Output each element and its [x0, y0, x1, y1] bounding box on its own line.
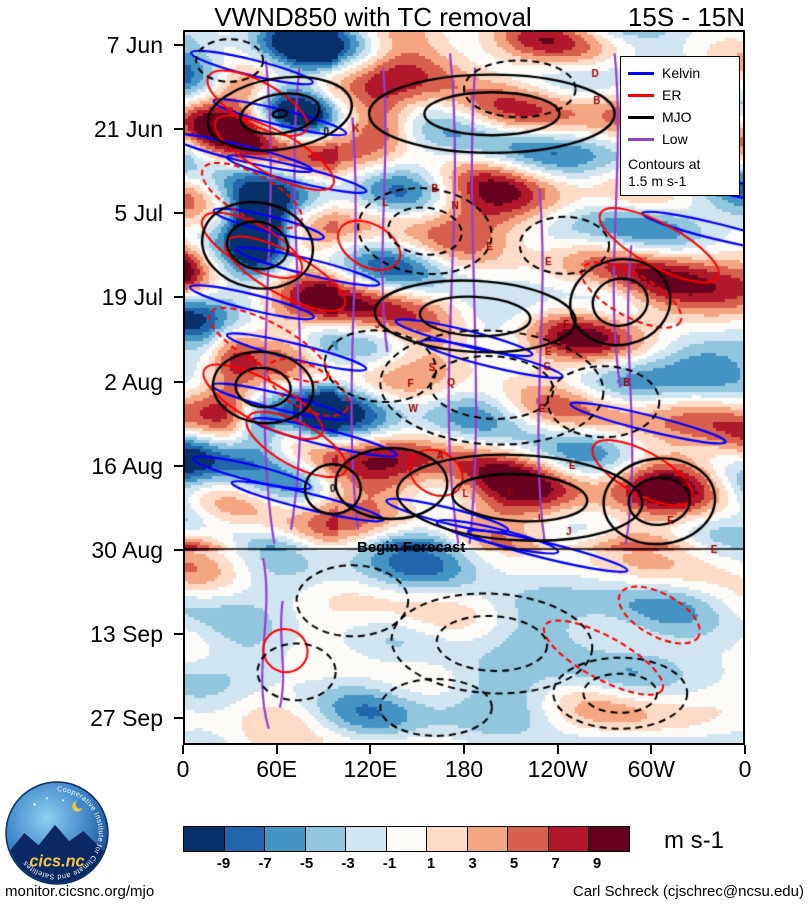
- y-axis-label: 21 Jun: [93, 116, 163, 143]
- contour-note-line1: Contours at: [628, 156, 701, 172]
- colorbar-segment: [264, 826, 306, 852]
- legend-entry-kelvin: Kelvin: [628, 62, 732, 84]
- x-axis-tick: [744, 745, 746, 754]
- y-axis-tick: [174, 717, 183, 719]
- colorbar-tick-label: 1: [426, 855, 436, 872]
- er-line-sample: [628, 93, 654, 97]
- legend-entry-mjo: MJO: [628, 106, 732, 128]
- colorbar: [183, 826, 630, 852]
- x-axis-tick: [369, 745, 372, 754]
- x-axis-tick: [275, 745, 278, 754]
- y-axis-tick: [174, 548, 183, 551]
- colorbar-segment: [466, 826, 508, 852]
- y-axis-label: 30 Aug: [91, 536, 163, 563]
- logo-star-icon: [33, 803, 36, 806]
- logo-wordmark: cics.nc: [29, 853, 84, 871]
- begin-forecast-label: Begin Forecast: [357, 539, 466, 556]
- legend-label: ER: [662, 87, 682, 103]
- y-axis-label: 2 Aug: [104, 368, 163, 395]
- legend-entry-er: ER: [628, 84, 732, 106]
- colorbar-tick-label: -1: [382, 855, 397, 872]
- x-axis-tick: [650, 745, 653, 754]
- logo-mountains: [7, 824, 107, 883]
- colorbar-tick-label: -7: [258, 855, 272, 872]
- y-axis-label: 27 Sep: [90, 705, 163, 731]
- kelvin-line-sample: [628, 71, 654, 75]
- cics-logo: Cooperative Institute for Climate and Sa…: [5, 781, 109, 885]
- y-axis-tick: [174, 296, 183, 299]
- y-axis-label: 7 Jun: [106, 32, 163, 58]
- colorbar-units-label: m s-1: [664, 827, 724, 854]
- y-axis-tick: [174, 380, 183, 383]
- colorbar-labels: -9 -7 -5 -3 -1 1 3 5 7 9: [183, 855, 653, 873]
- colorbar-segment: [385, 826, 427, 852]
- x-axis-label: 0: [738, 756, 752, 782]
- colorbar-tick-label: -3: [341, 855, 355, 872]
- logo-star-icon: [45, 797, 48, 800]
- x-axis-label: 60W: [627, 756, 675, 782]
- legend-label: MJO: [662, 109, 692, 125]
- logo-star-icon: [62, 799, 65, 802]
- legend-entry-low: Low: [628, 128, 732, 150]
- legend: Kelvin ER MJO Low Contours at 1.5 m s-1: [620, 56, 740, 196]
- y-axis-label: 5 Jul: [114, 200, 163, 227]
- colorbar-segment: [547, 826, 589, 852]
- low-line-sample: [628, 137, 654, 141]
- colorbar-segment: [345, 826, 387, 852]
- page-title: VWND850 with TC removal: [214, 2, 532, 32]
- footer-credit: Carl Schreck (cjschrec@ncsu.edu): [572, 883, 804, 900]
- x-axis-label: 60E: [256, 756, 298, 782]
- y-axis-tick: [174, 464, 183, 467]
- colorbar-segment: [304, 826, 346, 852]
- x-axis-tick: [556, 745, 559, 754]
- y-axis-label: 16 Aug: [91, 452, 163, 479]
- colorbar-tick-label: 9: [592, 855, 602, 872]
- latitude-band-label: 15S - 15N: [627, 2, 745, 32]
- y-axis-tick: [174, 212, 183, 215]
- x-axis-label: 0: [176, 756, 190, 782]
- colorbar-tick-label: 7: [551, 855, 560, 872]
- contour-note-line2: 1.5 m s-1: [628, 173, 687, 189]
- colorbar-segment: [223, 826, 265, 852]
- y-axis-tick: [174, 632, 183, 635]
- x-axis-label: 120W: [527, 756, 588, 782]
- colorbar-segment: [426, 826, 468, 852]
- y-axis-label: 13 Sep: [90, 620, 163, 647]
- legend-entries: Kelvin ER MJO Low: [628, 62, 732, 150]
- logo-moon-mask: [75, 800, 85, 809]
- colorbar-segment: [588, 826, 630, 852]
- x-axis-tick: [463, 745, 465, 754]
- footer-url: monitor.cicsnc.org/mjo: [5, 883, 155, 900]
- y-axis-tick: [174, 128, 183, 131]
- plot-area: Kelvin ER MJO Low Contours at 1.5 m s-1 Beg…: [183, 30, 745, 745]
- colorbar-tick-label: -5: [299, 855, 314, 872]
- x-axis-label: 120E: [343, 756, 398, 782]
- mjo-line-sample: [628, 115, 654, 119]
- colorbar-tick-label: -9: [216, 855, 231, 872]
- y-axis-tick: [174, 44, 183, 46]
- x-axis-tick: [182, 745, 184, 754]
- colorbar-segment: [183, 826, 225, 852]
- colorbar-tick-label: 3: [468, 855, 477, 872]
- legend-label: Kelvin: [662, 65, 701, 81]
- colorbar-tick-label: 5: [509, 855, 519, 872]
- y-axis-label: 19 Jul: [101, 284, 163, 311]
- legend-label: Low: [662, 131, 688, 147]
- colorbar-segment: [507, 826, 549, 852]
- x-axis-label: 180: [444, 756, 484, 782]
